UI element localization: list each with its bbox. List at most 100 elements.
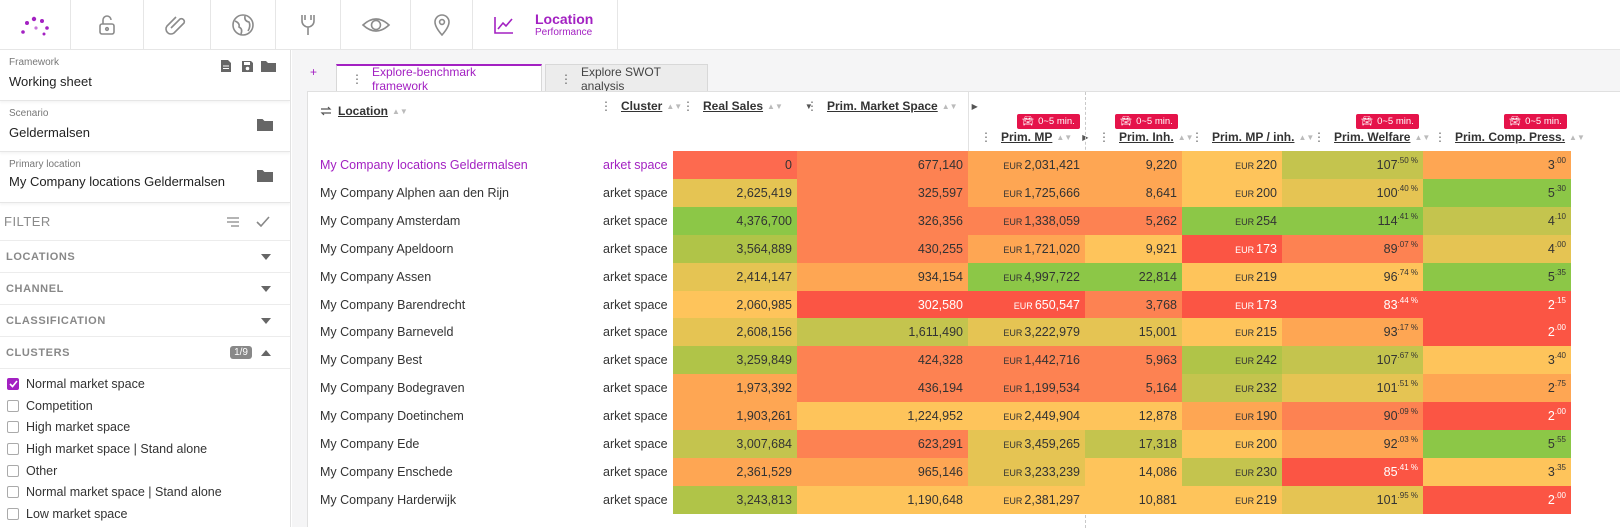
table-row[interactable]: My Company Assen arket space 2,414,147 934,… bbox=[308, 262, 1571, 291]
primary-location-value[interactable]: My Company locations Geldermalsen bbox=[9, 174, 226, 189]
tools-icon[interactable] bbox=[276, 0, 341, 50]
checkbox[interactable] bbox=[7, 421, 19, 434]
unlock-icon[interactable] bbox=[71, 0, 144, 50]
tab-explore-benchmark[interactable]: ⋮ Explore-benchmark framework bbox=[336, 64, 542, 93]
sort-icon[interactable]: ▲▼ bbox=[392, 106, 408, 116]
paperclip-icon[interactable] bbox=[144, 0, 211, 50]
cluster-option[interactable]: Other bbox=[0, 460, 290, 482]
new-file-icon[interactable] bbox=[218, 58, 234, 74]
kebab-icon[interactable]: ⋮ bbox=[1098, 130, 1110, 144]
cluster-option[interactable]: High market space | Stand alone bbox=[0, 438, 290, 460]
dots-logo-icon[interactable] bbox=[0, 0, 71, 50]
header-prim-welfare[interactable]: ⋮ Prim. Welfare ▲▼ bbox=[1313, 130, 1430, 144]
section-locations[interactable]: LOCATIONS bbox=[0, 241, 290, 273]
add-tab-button[interactable]: + bbox=[310, 65, 318, 79]
header-real-sales[interactable]: ⋮ Real Sales ▲▼ ▼ bbox=[682, 99, 813, 113]
section-clusters[interactable]: CLUSTERS 1/9 bbox=[0, 337, 290, 369]
header-cluster[interactable]: ⋮ Cluster ▲▼ bbox=[600, 99, 682, 113]
globe-icon[interactable] bbox=[211, 0, 276, 50]
kebab-icon[interactable]: ⋮ bbox=[806, 99, 818, 113]
chevron-down-icon[interactable] bbox=[258, 249, 274, 265]
location-cell[interactable]: My Company Harderwijk bbox=[320, 492, 457, 507]
header-prim-market-space[interactable]: ⋮ Prim. Market Space ▲▼ ▶ bbox=[806, 99, 978, 113]
filter-list-icon[interactable] bbox=[222, 211, 244, 233]
table-row[interactable]: My Company Doetinchem arket space 1,903,26… bbox=[308, 402, 1571, 431]
header-prim-mp[interactable]: ⋮ Prim. MP ▲▼ ▶ bbox=[980, 130, 1088, 144]
checkbox[interactable] bbox=[7, 507, 19, 520]
location-cell[interactable]: My Company Ede bbox=[320, 437, 420, 451]
sort-icon[interactable]: ▲▼ bbox=[666, 101, 683, 111]
kebab-icon[interactable]: ⋮ bbox=[682, 99, 694, 113]
cluster-option[interactable]: Low market space bbox=[0, 503, 290, 525]
save-icon[interactable] bbox=[239, 58, 255, 74]
nav-location-performance[interactable]: Location Performance bbox=[473, 0, 618, 50]
table-row[interactable]: My Company Barneveld arket space 2,608,156… bbox=[308, 318, 1571, 347]
primary-location-folder-icon[interactable] bbox=[257, 169, 273, 187]
table-row[interactable]: My Company Bodegraven arket space 1,973,39… bbox=[308, 374, 1571, 403]
sort-icon[interactable]: ▲▼ bbox=[1298, 132, 1315, 142]
framework-value[interactable]: Working sheet bbox=[9, 74, 92, 89]
table-row[interactable]: My Company Harderwijk arket space 3,243,81… bbox=[308, 485, 1571, 514]
checkbox[interactable] bbox=[7, 442, 19, 455]
scenario-value[interactable]: Geldermalsen bbox=[9, 125, 90, 140]
chevron-up-icon[interactable] bbox=[258, 345, 274, 361]
kebab-icon[interactable]: ⋮ bbox=[1313, 130, 1325, 144]
kebab-icon[interactable]: ⋮ bbox=[1434, 130, 1446, 144]
header-location[interactable]: Location ▲▼ bbox=[320, 104, 408, 118]
kebab-icon[interactable]: ⋮ bbox=[351, 72, 363, 86]
expand-right-icon[interactable]: ▶ bbox=[971, 101, 978, 111]
location-cell[interactable]: My Company Alphen aan den Rijn bbox=[320, 185, 510, 200]
checkbox[interactable] bbox=[7, 399, 19, 412]
tab-explore-swot[interactable]: ⋮ Explore SWOT analysis bbox=[545, 64, 708, 93]
map-pin-icon[interactable] bbox=[411, 0, 473, 50]
location-cell[interactable]: My Company Best bbox=[320, 353, 423, 368]
kebab-icon[interactable]: ⋮ bbox=[980, 130, 992, 144]
sort-icon[interactable]: ▲▼ bbox=[767, 101, 783, 111]
open-folder-icon[interactable] bbox=[260, 58, 276, 74]
cluster-option[interactable]: Normal market space | Stand alone bbox=[0, 481, 290, 503]
table-row[interactable]: My Company Barendrecht arket space 2,060,9… bbox=[308, 290, 1571, 319]
header-prim-comp-press[interactable]: ⋮ Prim. Comp. Press. ▲▼ bbox=[1434, 130, 1585, 144]
dropdown-caret-icon[interactable]: ▼ bbox=[804, 101, 813, 111]
location-cell[interactable]: My Company Amsterdam bbox=[320, 213, 461, 228]
sort-icon[interactable]: ▲▼ bbox=[1056, 132, 1073, 142]
location-cell[interactable]: My Company locations Geldermalsen bbox=[320, 158, 528, 172]
header-prim-mp-inh[interactable]: ⋮ Prim. MP / inh. ▲▼ bbox=[1191, 130, 1314, 144]
location-cell[interactable]: My Company Assen bbox=[320, 269, 432, 284]
filter-apply-check-icon[interactable] bbox=[252, 211, 274, 233]
table-row[interactable]: My Company Amsterdam arket space 4,376,700… bbox=[308, 206, 1571, 235]
section-classification[interactable]: CLASSIFICATION bbox=[0, 305, 290, 337]
sort-icon[interactable]: ▲▼ bbox=[1414, 132, 1431, 142]
section-channel[interactable]: CHANNEL bbox=[0, 273, 290, 305]
sort-icon[interactable]: ▲▼ bbox=[941, 101, 958, 111]
cluster-option[interactable]: Competition bbox=[0, 395, 290, 417]
cluster-option[interactable]: High market space bbox=[0, 416, 290, 438]
location-cell[interactable]: My Company Enschede bbox=[320, 464, 453, 479]
checkbox[interactable] bbox=[7, 486, 19, 499]
chevron-down-icon[interactable] bbox=[258, 281, 274, 297]
location-cell[interactable]: My Company Barneveld bbox=[320, 325, 454, 340]
eye-icon[interactable] bbox=[341, 0, 411, 50]
location-cell[interactable]: My Company Bodegraven bbox=[320, 381, 465, 396]
table-row[interactable]: My Company Enschede arket space 2,361,529 9… bbox=[308, 457, 1571, 486]
scenario-folder-icon[interactable] bbox=[257, 118, 273, 136]
kebab-icon[interactable]: ⋮ bbox=[560, 71, 572, 86]
checkbox[interactable] bbox=[7, 377, 19, 390]
table-row[interactable]: My Company Alphen aan den Rijn arket spac… bbox=[308, 178, 1571, 207]
kebab-icon[interactable]: ⋮ bbox=[1191, 130, 1203, 144]
table-row[interactable]: My Company locations Geldermalsen arket s… bbox=[308, 151, 1571, 179]
sort-icon[interactable]: ▲▼ bbox=[1177, 132, 1194, 142]
header-prim-inh[interactable]: ⋮ Prim. Inh. ▲▼ bbox=[1098, 130, 1194, 144]
table-row[interactable]: My Company Apeldoorn arket space 3,564,889… bbox=[308, 234, 1571, 263]
location-cell[interactable]: My Company Apeldoorn bbox=[320, 241, 454, 256]
kebab-icon[interactable]: ⋮ bbox=[600, 99, 612, 113]
cluster-option[interactable]: Normal market space bbox=[0, 373, 290, 395]
chevron-down-icon[interactable] bbox=[258, 313, 274, 329]
table-row[interactable]: My Company Ede arket space 3,007,684 623,29… bbox=[308, 430, 1571, 458]
sort-icon[interactable]: ▲▼ bbox=[1569, 132, 1585, 142]
swap-icon[interactable] bbox=[320, 105, 332, 117]
table-row[interactable]: My Company Best arket space 3,259,849 424,3… bbox=[308, 346, 1571, 375]
location-cell[interactable]: My Company Doetinchem bbox=[320, 409, 464, 424]
location-cell[interactable]: My Company Barendrecht bbox=[320, 297, 466, 312]
checkbox[interactable] bbox=[7, 464, 19, 477]
